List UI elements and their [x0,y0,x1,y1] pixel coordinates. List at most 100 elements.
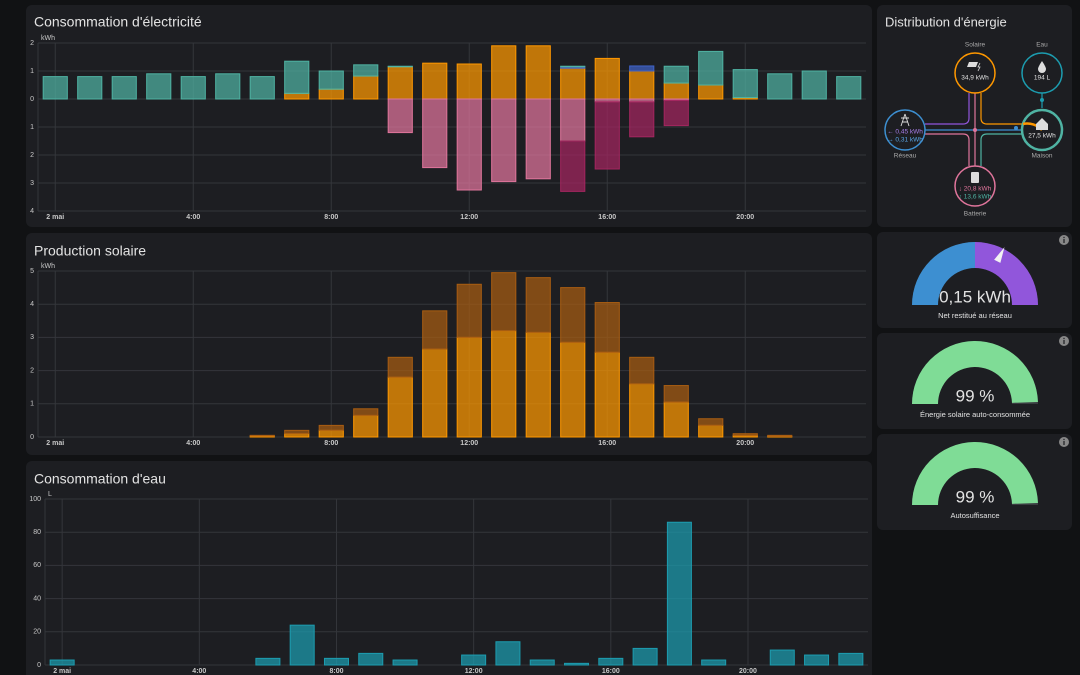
y-axis-unit: kWh [41,35,55,42]
bar [598,657,624,666]
bar [387,98,413,134]
gauge-zone [912,242,975,305]
bar [249,76,275,100]
card [26,233,872,455]
bar [629,65,655,72]
node-value: 27,5 kWh [1028,133,1056,140]
y-tick-label: 2 [30,152,34,159]
bar [663,99,689,127]
bar [146,73,172,100]
x-tick-label: 4:00 [192,668,206,675]
bar [495,641,521,666]
bar [215,73,241,100]
bar [525,45,551,100]
y-tick-label: 80 [33,529,41,536]
x-tick-label: 2 mai [46,440,64,447]
bar [767,73,793,100]
bar [284,60,310,94]
x-tick-label: 4:00 [186,440,200,447]
y-tick-label: 0 [37,662,41,669]
bar [289,624,315,666]
y-tick-label: 5 [30,268,34,275]
bar [529,659,555,666]
bar [666,521,692,666]
bar [284,429,310,435]
gauge-zone [975,242,1038,305]
x-tick-label: 12:00 [460,440,478,447]
bar [387,65,413,68]
node-label: Maison [1032,153,1053,160]
bar [525,331,551,438]
info-icon[interactable] [1059,235,1069,245]
x-tick-label: 20:00 [736,440,754,447]
info-icon[interactable] [1059,336,1069,346]
bar [353,75,379,100]
bar [42,76,68,100]
bar [698,424,724,438]
bar [629,101,655,138]
bar [422,62,448,100]
bar [629,383,655,438]
bar [663,385,689,403]
node-value: 194 L [1034,75,1051,82]
card [26,5,872,227]
bar [491,45,517,100]
y-tick-label: 0 [30,434,34,441]
bar [422,98,448,169]
bar [560,67,586,100]
y-tick-label: 100 [29,496,41,503]
bar [698,84,724,100]
gauge-arc [912,442,1038,505]
chart-title: Production solaire [34,243,146,259]
x-tick-label: 20:00 [739,668,757,675]
y-tick-label: 3 [30,180,34,187]
x-tick-label: 16:00 [598,214,616,221]
bar [491,272,517,332]
y-tick-label: 4 [30,301,34,308]
card [877,434,1072,530]
x-tick-label: 20:00 [736,214,754,221]
node-value: ↓ 20,8 kWh [959,186,992,193]
bar [804,654,830,666]
bar [491,330,517,438]
card [877,333,1072,429]
gauge-arc [912,341,1038,404]
bar [353,64,379,77]
node-value: 34,9 kWh [961,75,989,82]
bar [629,70,655,100]
node-value: ← 0,45 kWh [887,129,923,136]
card-title: Distribution d'énergie [885,14,1007,29]
y-tick-label: 60 [33,562,41,569]
bar [632,647,658,666]
bar [594,302,620,353]
bar [663,65,689,84]
gauge-value: 99 % [956,487,995,506]
y-tick-label: 1 [30,68,34,75]
x-tick-label: 8:00 [324,214,338,221]
bar [663,82,689,100]
info-icon[interactable] [1059,437,1069,447]
y-tick-label: 2 [30,40,34,47]
bar [560,140,586,192]
bar [422,348,448,438]
bar [422,310,448,350]
card [26,461,872,675]
bar [461,654,487,666]
bar [318,424,344,431]
bar [769,649,795,666]
bar [767,434,793,437]
node-value: → 0,31 kWh [887,137,923,144]
x-tick-label: 12:00 [460,214,478,221]
bar [49,659,75,666]
bar [77,76,103,100]
gauge-value: 99 % [956,386,995,405]
bar [456,98,482,191]
bar [249,434,275,437]
bar [698,418,724,426]
node-label: Eau [1036,42,1048,49]
bar [491,98,517,183]
gauge-title: Net restitué au réseau [938,311,1012,320]
bar [387,66,413,100]
